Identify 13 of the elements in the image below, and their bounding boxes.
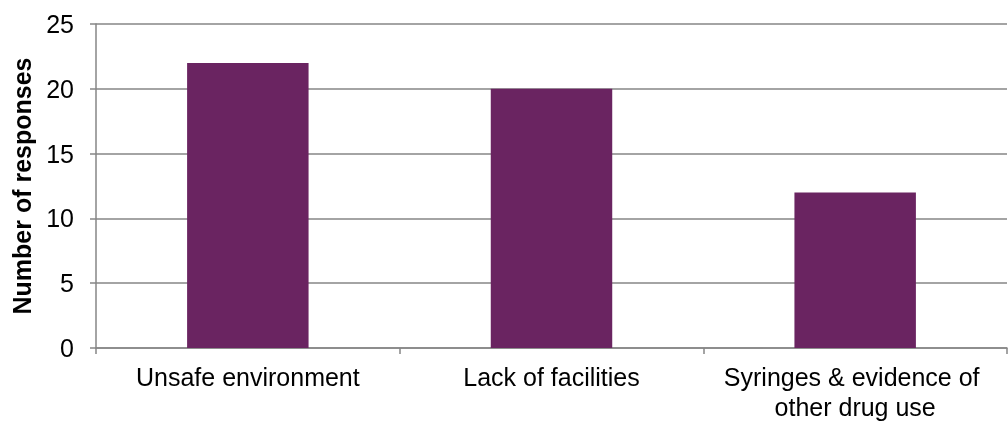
y-axis-title: Number of responses — [7, 57, 36, 315]
bar — [794, 192, 916, 348]
bar — [490, 88, 613, 348]
x-tick-label: Unsafe environment — [135, 363, 360, 391]
y-tick-label: 10 — [46, 204, 74, 233]
x-tick-label: Syringes & evidence of other drug use — [723, 363, 987, 421]
bar — [187, 62, 309, 348]
x-tick-label: Lack of facilities — [463, 363, 640, 391]
y-tick-label: 15 — [46, 139, 74, 168]
y-tick-label: 0 — [60, 334, 74, 362]
y-tick-label: 5 — [60, 269, 74, 298]
y-tick-label: 25 — [46, 10, 74, 38]
y-tick-label: 20 — [46, 74, 74, 103]
